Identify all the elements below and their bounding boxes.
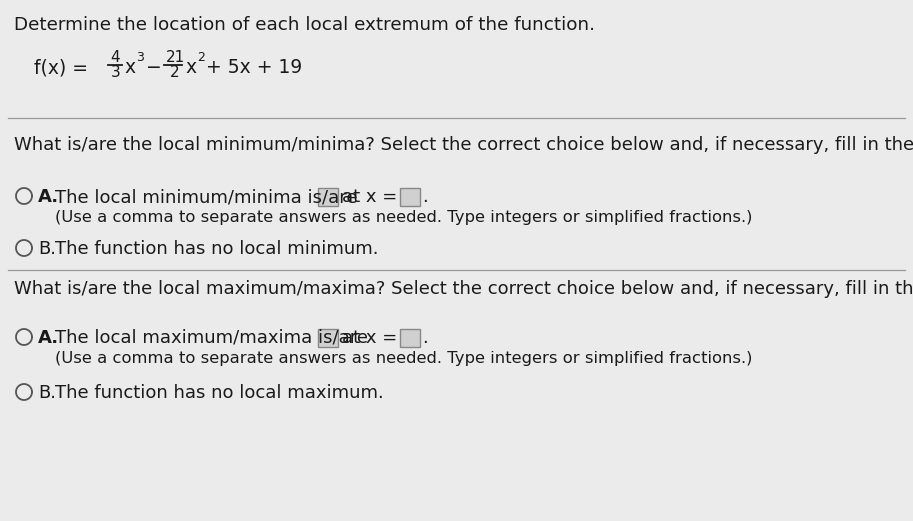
Text: at x =: at x = — [342, 188, 397, 206]
Text: .: . — [422, 329, 428, 347]
Text: A.: A. — [38, 188, 59, 206]
Text: The local maximum/maxima is/are: The local maximum/maxima is/are — [55, 329, 368, 347]
Text: + 5x + 19: + 5x + 19 — [206, 58, 302, 77]
Text: The function has no local maximum.: The function has no local maximum. — [55, 384, 383, 402]
FancyBboxPatch shape — [400, 188, 420, 206]
Text: x: x — [124, 58, 135, 77]
Text: The function has no local minimum.: The function has no local minimum. — [55, 240, 379, 258]
Text: −: − — [146, 58, 162, 77]
Text: B.: B. — [38, 240, 56, 258]
Text: .: . — [422, 188, 428, 206]
FancyBboxPatch shape — [400, 329, 420, 347]
Text: 2: 2 — [197, 51, 205, 64]
Text: Determine the location of each local extremum of the function.: Determine the location of each local ext… — [14, 16, 595, 34]
Text: What is/are the local maximum/maxima? Select the correct choice below and, if ne: What is/are the local maximum/maxima? Se… — [14, 280, 913, 298]
Text: 3: 3 — [136, 51, 144, 64]
Text: (Use a comma to separate answers as needed. Type integers or simplified fraction: (Use a comma to separate answers as need… — [55, 210, 752, 225]
Text: (Use a comma to separate answers as needed. Type integers or simplified fraction: (Use a comma to separate answers as need… — [55, 351, 752, 366]
Text: 3: 3 — [111, 65, 121, 80]
FancyBboxPatch shape — [318, 329, 338, 347]
Text: B.: B. — [38, 384, 56, 402]
Text: at x =: at x = — [342, 329, 397, 347]
Text: The local minimum/minima is/are: The local minimum/minima is/are — [55, 188, 358, 206]
Text: What is/are the local minimum/minima? Select the correct choice below and, if ne: What is/are the local minimum/minima? Se… — [14, 136, 913, 154]
Text: 2: 2 — [170, 65, 180, 80]
Text: f(x) =: f(x) = — [34, 58, 88, 77]
FancyBboxPatch shape — [318, 188, 338, 206]
Text: 21: 21 — [166, 50, 185, 65]
Text: x: x — [185, 58, 196, 77]
Text: 4: 4 — [110, 50, 120, 65]
Text: A.: A. — [38, 329, 59, 347]
